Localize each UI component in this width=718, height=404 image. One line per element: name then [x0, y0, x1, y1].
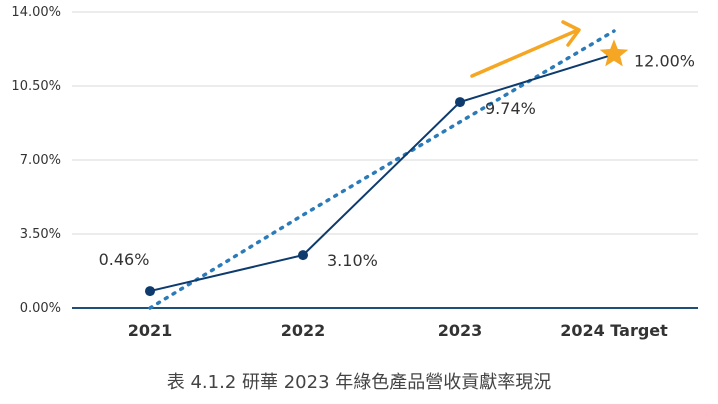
x-tick-label: 2023 — [438, 321, 483, 340]
y-tick-label: 14.00% — [11, 5, 61, 20]
data-point — [298, 250, 308, 261]
trendline-path — [148, 29, 616, 310]
star-icon — [599, 39, 629, 67]
trendline — [148, 29, 616, 310]
data-label: 3.10% — [327, 251, 378, 270]
y-tick-label: 10.50% — [11, 79, 61, 94]
series-line — [145, 53, 615, 297]
x-axis-ticks: 2021 2022 2023 2024 Target — [128, 321, 668, 340]
data-labels: 0.46% 3.10% 9.74% 12.00% — [99, 51, 695, 270]
data-point — [455, 97, 465, 108]
y-tick-label: 0.00% — [20, 301, 61, 316]
x-tick-label: 2021 — [128, 321, 173, 340]
data-point — [145, 286, 155, 297]
data-label: 0.46% — [99, 250, 150, 269]
data-label: 12.00% — [634, 51, 695, 70]
y-tick-label: 3.50% — [20, 227, 61, 242]
target-annotation — [470, 20, 629, 78]
data-label: 9.74% — [485, 99, 536, 118]
y-tick-label: 7.00% — [20, 153, 61, 168]
x-tick-label: 2024 Target — [560, 321, 668, 340]
trend-arrow-icon — [470, 28, 580, 78]
chart-caption: 表 4.1.2 研華 2023 年綠色產品營收貢獻率現況 — [166, 372, 552, 393]
trend-arrowhead-icon — [561, 20, 581, 47]
x-tick-label: 2022 — [281, 321, 326, 340]
y-axis-ticks: 0.00% 3.50% 7.00% 10.50% 14.00% — [11, 5, 61, 316]
gridlines — [72, 11, 698, 309]
series-path — [149, 53, 615, 293]
line-chart: 0.00% 3.50% 7.00% 10.50% 14.00% 2021 2022 2023… — [11, 5, 698, 340]
